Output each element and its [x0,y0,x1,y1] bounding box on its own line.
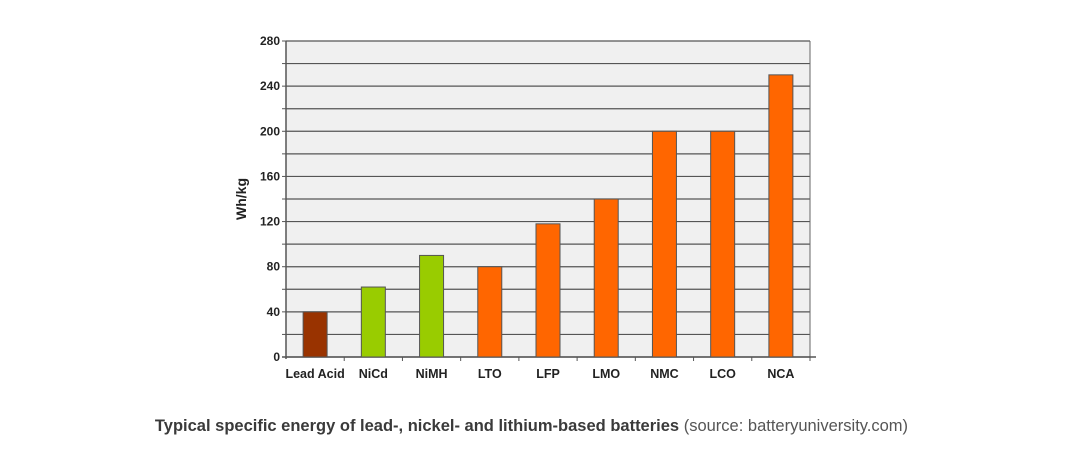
bar-nmc [651,130,677,358]
y-tick-label: 80 [267,260,281,274]
y-tick-label: 0 [273,350,280,364]
bar-lead-acid [302,311,328,358]
bar-nca [768,74,794,358]
y-tick-label: 280 [260,34,280,48]
bar-lfp [535,223,561,358]
x-tick-label: NiCd [359,367,388,381]
y-axis-label: Wh/kg [233,178,249,220]
y-tick-label: 200 [260,124,280,138]
bar-nimh [419,254,445,358]
bar-lmo [593,198,619,358]
x-tick-label: LMO [592,367,620,381]
bar-lto [477,266,503,358]
y-tick-label: 40 [267,305,281,319]
bar-lco [710,130,736,358]
y-tick-label: 120 [260,215,280,229]
x-tick-label: LFP [536,367,560,381]
bar-nicd [360,286,386,358]
figure-caption: Typical specific energy of lead-, nickel… [0,417,1063,436]
y-tick-label: 160 [260,169,280,183]
x-tick-label: Lead Acid [285,367,344,381]
x-tick-label: LCO [709,367,736,381]
bar-chart: 0 40 80 120 160 200 240 280 Wh/kg Lead Acid NiCd Ni… [233,34,816,381]
x-tick-label: NCA [767,367,794,381]
y-tick-label: 240 [260,79,280,93]
x-tick-label: NiMH [416,367,448,381]
x-tick-label: NMC [650,367,678,381]
caption-title: Typical specific energy of lead-, nickel… [154,417,680,435]
x-tick-label: LTO [478,367,502,381]
caption-source: (source: batteryuniversity.com) [683,417,909,435]
